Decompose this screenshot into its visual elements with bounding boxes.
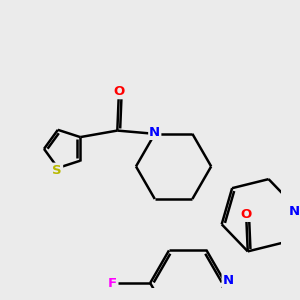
Text: F: F: [107, 277, 117, 290]
Text: O: O: [241, 208, 252, 221]
Text: O: O: [113, 85, 124, 98]
Text: S: S: [52, 164, 62, 177]
Text: N: N: [149, 126, 160, 139]
Text: N: N: [289, 205, 300, 218]
Text: N: N: [223, 274, 234, 287]
